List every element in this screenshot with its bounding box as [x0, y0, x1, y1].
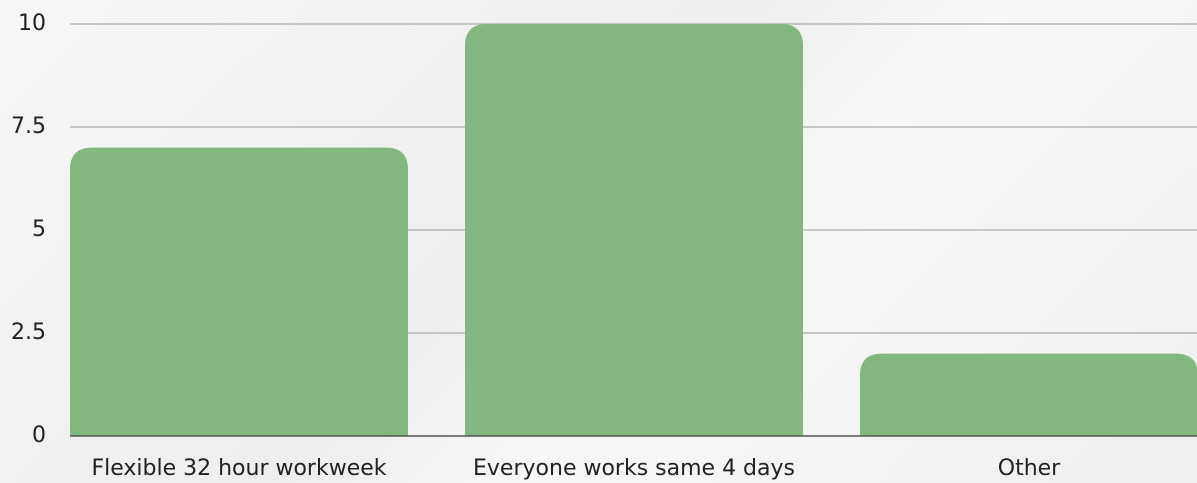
- bar: [860, 353, 1197, 436]
- x-tick-label: Other: [998, 456, 1061, 481]
- bar: [70, 147, 408, 436]
- bar: [465, 24, 803, 436]
- x-tick-label: Flexible 32 hour workweek: [91, 456, 386, 481]
- y-tick-label: 0: [32, 423, 46, 448]
- y-tick-label: 7.5: [11, 114, 46, 139]
- y-tick-label: 5: [32, 217, 46, 242]
- x-tick-label: Everyone works same 4 days: [473, 456, 795, 481]
- y-tick-label: 2.5: [11, 320, 46, 345]
- y-tick-label: 10: [18, 11, 46, 36]
